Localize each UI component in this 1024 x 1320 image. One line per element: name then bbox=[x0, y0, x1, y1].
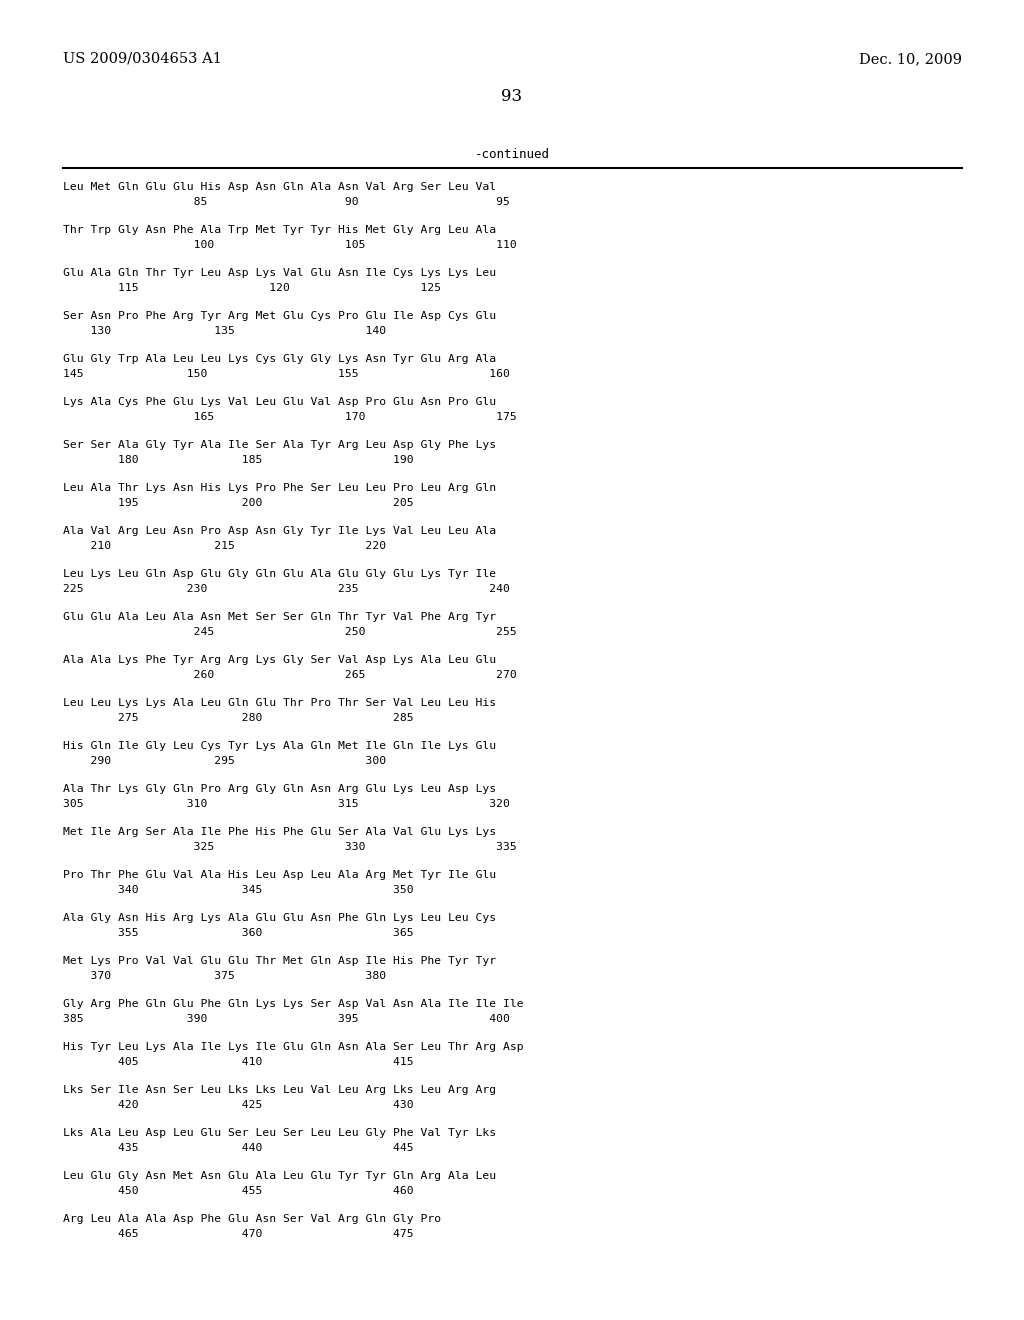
Text: 385               390                   395                   400: 385 390 395 400 bbox=[63, 1014, 510, 1024]
Text: 405               410                   415: 405 410 415 bbox=[63, 1057, 414, 1067]
Text: Gly Arg Phe Gln Glu Phe Gln Lys Lys Ser Asp Val Asn Ala Ile Ile Ile: Gly Arg Phe Gln Glu Phe Gln Lys Lys Ser … bbox=[63, 999, 523, 1008]
Text: 290               295                   300: 290 295 300 bbox=[63, 756, 386, 766]
Text: Leu Ala Thr Lys Asn His Lys Pro Phe Ser Leu Leu Pro Leu Arg Gln: Leu Ala Thr Lys Asn His Lys Pro Phe Ser … bbox=[63, 483, 496, 492]
Text: Ser Ser Ala Gly Tyr Ala Ile Ser Ala Tyr Arg Leu Asp Gly Phe Lys: Ser Ser Ala Gly Tyr Ala Ile Ser Ala Tyr … bbox=[63, 440, 496, 450]
Text: 245                   250                   255: 245 250 255 bbox=[63, 627, 517, 638]
Text: 465               470                   475: 465 470 475 bbox=[63, 1229, 414, 1239]
Text: Lks Ala Leu Asp Leu Glu Ser Leu Ser Leu Leu Gly Phe Val Tyr Lks: Lks Ala Leu Asp Leu Glu Ser Leu Ser Leu … bbox=[63, 1129, 496, 1138]
Text: 305               310                   315                   320: 305 310 315 320 bbox=[63, 799, 510, 809]
Text: Ser Asn Pro Phe Arg Tyr Arg Met Glu Cys Pro Glu Ile Asp Cys Glu: Ser Asn Pro Phe Arg Tyr Arg Met Glu Cys … bbox=[63, 312, 496, 321]
Text: 275               280                   285: 275 280 285 bbox=[63, 713, 414, 723]
Text: Glu Ala Gln Thr Tyr Leu Asp Lys Val Glu Asn Ile Cys Lys Lys Leu: Glu Ala Gln Thr Tyr Leu Asp Lys Val Glu … bbox=[63, 268, 496, 279]
Text: 195               200                   205: 195 200 205 bbox=[63, 498, 414, 508]
Text: Glu Glu Ala Leu Ala Asn Met Ser Ser Gln Thr Tyr Val Phe Arg Tyr: Glu Glu Ala Leu Ala Asn Met Ser Ser Gln … bbox=[63, 612, 496, 622]
Text: Leu Lys Leu Gln Asp Glu Gly Gln Glu Ala Glu Gly Glu Lys Tyr Ile: Leu Lys Leu Gln Asp Glu Gly Gln Glu Ala … bbox=[63, 569, 496, 579]
Text: 210               215                   220: 210 215 220 bbox=[63, 541, 386, 550]
Text: 435               440                   445: 435 440 445 bbox=[63, 1143, 414, 1152]
Text: -continued: -continued bbox=[474, 148, 550, 161]
Text: 93: 93 bbox=[502, 88, 522, 106]
Text: Dec. 10, 2009: Dec. 10, 2009 bbox=[859, 51, 962, 66]
Text: Met Ile Arg Ser Ala Ile Phe His Phe Glu Ser Ala Val Glu Lys Lys: Met Ile Arg Ser Ala Ile Phe His Phe Glu … bbox=[63, 828, 496, 837]
Text: US 2009/0304653 A1: US 2009/0304653 A1 bbox=[63, 51, 222, 66]
Text: Leu Met Gln Glu Glu His Asp Asn Gln Ala Asn Val Arg Ser Leu Val: Leu Met Gln Glu Glu His Asp Asn Gln Ala … bbox=[63, 182, 496, 191]
Text: 85                    90                    95: 85 90 95 bbox=[63, 197, 510, 207]
Text: 130               135                   140: 130 135 140 bbox=[63, 326, 386, 337]
Text: Thr Trp Gly Asn Phe Ala Trp Met Tyr Tyr His Met Gly Arg Leu Ala: Thr Trp Gly Asn Phe Ala Trp Met Tyr Tyr … bbox=[63, 224, 496, 235]
Text: Leu Glu Gly Asn Met Asn Glu Ala Leu Glu Tyr Tyr Gln Arg Ala Leu: Leu Glu Gly Asn Met Asn Glu Ala Leu Glu … bbox=[63, 1171, 496, 1181]
Text: 100                   105                   110: 100 105 110 bbox=[63, 240, 517, 249]
Text: 355               360                   365: 355 360 365 bbox=[63, 928, 414, 939]
Text: Ala Thr Lys Gly Gln Pro Arg Gly Gln Asn Arg Glu Lys Leu Asp Lys: Ala Thr Lys Gly Gln Pro Arg Gly Gln Asn … bbox=[63, 784, 496, 795]
Text: 340               345                   350: 340 345 350 bbox=[63, 884, 414, 895]
Text: 145               150                   155                   160: 145 150 155 160 bbox=[63, 370, 510, 379]
Text: Arg Leu Ala Ala Asp Phe Glu Asn Ser Val Arg Gln Gly Pro: Arg Leu Ala Ala Asp Phe Glu Asn Ser Val … bbox=[63, 1214, 441, 1224]
Text: 450               455                   460: 450 455 460 bbox=[63, 1185, 414, 1196]
Text: Lks Ser Ile Asn Ser Leu Lks Lks Leu Val Leu Arg Lks Leu Arg Arg: Lks Ser Ile Asn Ser Leu Lks Lks Leu Val … bbox=[63, 1085, 496, 1096]
Text: 370               375                   380: 370 375 380 bbox=[63, 972, 386, 981]
Text: Pro Thr Phe Glu Val Ala His Leu Asp Leu Ala Arg Met Tyr Ile Glu: Pro Thr Phe Glu Val Ala His Leu Asp Leu … bbox=[63, 870, 496, 880]
Text: 225               230                   235                   240: 225 230 235 240 bbox=[63, 583, 510, 594]
Text: 165                   170                   175: 165 170 175 bbox=[63, 412, 517, 422]
Text: Met Lys Pro Val Val Glu Glu Thr Met Gln Asp Ile His Phe Tyr Tyr: Met Lys Pro Val Val Glu Glu Thr Met Gln … bbox=[63, 956, 496, 966]
Text: Lys Ala Cys Phe Glu Lys Val Leu Glu Val Asp Pro Glu Asn Pro Glu: Lys Ala Cys Phe Glu Lys Val Leu Glu Val … bbox=[63, 397, 496, 407]
Text: Leu Leu Lys Lys Ala Leu Gln Glu Thr Pro Thr Ser Val Leu Leu His: Leu Leu Lys Lys Ala Leu Gln Glu Thr Pro … bbox=[63, 698, 496, 708]
Text: 325                   330                   335: 325 330 335 bbox=[63, 842, 517, 851]
Text: 420               425                   430: 420 425 430 bbox=[63, 1100, 414, 1110]
Text: 180               185                   190: 180 185 190 bbox=[63, 455, 414, 465]
Text: 115                   120                   125: 115 120 125 bbox=[63, 282, 441, 293]
Text: His Tyr Leu Lys Ala Ile Lys Ile Glu Gln Asn Ala Ser Leu Thr Arg Asp: His Tyr Leu Lys Ala Ile Lys Ile Glu Gln … bbox=[63, 1041, 523, 1052]
Text: Ala Ala Lys Phe Tyr Arg Arg Lys Gly Ser Val Asp Lys Ala Leu Glu: Ala Ala Lys Phe Tyr Arg Arg Lys Gly Ser … bbox=[63, 655, 496, 665]
Text: His Gln Ile Gly Leu Cys Tyr Lys Ala Gln Met Ile Gln Ile Lys Glu: His Gln Ile Gly Leu Cys Tyr Lys Ala Gln … bbox=[63, 741, 496, 751]
Text: 260                   265                   270: 260 265 270 bbox=[63, 671, 517, 680]
Text: Ala Val Arg Leu Asn Pro Asp Asn Gly Tyr Ile Lys Val Leu Leu Ala: Ala Val Arg Leu Asn Pro Asp Asn Gly Tyr … bbox=[63, 525, 496, 536]
Text: Glu Gly Trp Ala Leu Leu Lys Cys Gly Gly Lys Asn Tyr Glu Arg Ala: Glu Gly Trp Ala Leu Leu Lys Cys Gly Gly … bbox=[63, 354, 496, 364]
Text: Ala Gly Asn His Arg Lys Ala Glu Glu Asn Phe Gln Lys Leu Leu Cys: Ala Gly Asn His Arg Lys Ala Glu Glu Asn … bbox=[63, 913, 496, 923]
